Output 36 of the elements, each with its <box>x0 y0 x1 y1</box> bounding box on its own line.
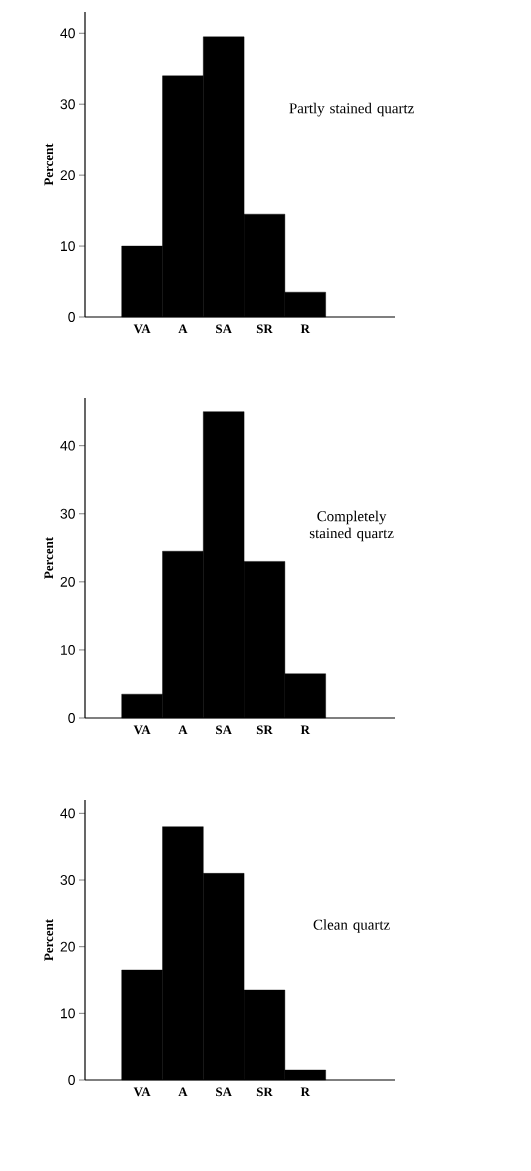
x-tick-label: R <box>300 1087 311 1097</box>
y-axis-title: Percent <box>44 918 54 961</box>
y-tick-label: 30 <box>60 99 75 110</box>
y-tick-label: 20 <box>60 941 75 952</box>
x-tick-label: R <box>300 725 311 735</box>
x-tick-label: SA <box>216 725 232 735</box>
y-tick-label: 20 <box>60 576 75 587</box>
text: Clean quartz <box>313 919 390 933</box>
text: Partly stained quartz <box>289 102 414 117</box>
y-axis-title: Percent <box>44 536 54 579</box>
y-tick-label: 20 <box>60 170 75 181</box>
x-tick-label: SR <box>256 725 273 735</box>
x-tick-label: VA <box>133 1087 151 1097</box>
x-tick-label: A <box>178 1087 188 1097</box>
y-tick-label: 30 <box>60 875 75 885</box>
x-tick-label: SR <box>256 1087 273 1097</box>
y-axis-title: Percent <box>44 143 54 186</box>
x-tick-label: R <box>300 324 311 334</box>
x-tick-label: SA <box>216 1087 232 1097</box>
text: Completely stained quartz <box>309 510 394 542</box>
x-tick-label: A <box>178 324 188 334</box>
y-tick-label: 10 <box>61 241 75 252</box>
y-tick-label: 40 <box>60 28 75 39</box>
y-tick-label: 0 <box>68 1075 75 1085</box>
y-tick-label: 10 <box>61 644 75 655</box>
y-tick-label: 0 <box>68 713 75 723</box>
x-tick-label: VA <box>133 324 151 334</box>
y-tick-label: 40 <box>60 808 75 819</box>
x-tick-label: SR <box>256 324 273 334</box>
x-tick-label: SA <box>216 324 232 334</box>
y-tick-label: 30 <box>60 508 75 519</box>
x-tick-label: VA <box>133 725 151 735</box>
y-tick-label: 0 <box>68 312 75 322</box>
y-tick-label: 10 <box>61 1008 75 1019</box>
x-tick-label: A <box>178 725 188 735</box>
y-tick-label: 40 <box>60 440 75 451</box>
